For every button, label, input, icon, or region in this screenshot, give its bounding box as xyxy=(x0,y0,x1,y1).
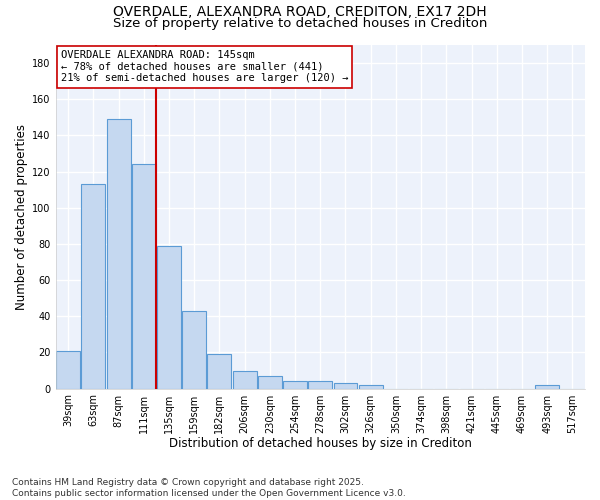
Y-axis label: Number of detached properties: Number of detached properties xyxy=(15,124,28,310)
Bar xyxy=(334,383,358,388)
Bar xyxy=(283,382,307,388)
Bar xyxy=(208,354,232,388)
Bar xyxy=(107,119,131,388)
Text: Size of property relative to detached houses in Crediton: Size of property relative to detached ho… xyxy=(113,18,487,30)
Text: OVERDALE ALEXANDRA ROAD: 145sqm
← 78% of detached houses are smaller (441)
21% o: OVERDALE ALEXANDRA ROAD: 145sqm ← 78% of… xyxy=(61,50,349,84)
Text: Contains HM Land Registry data © Crown copyright and database right 2025.
Contai: Contains HM Land Registry data © Crown c… xyxy=(12,478,406,498)
Bar xyxy=(132,164,156,388)
Bar xyxy=(157,246,181,388)
Bar xyxy=(56,350,80,389)
Bar xyxy=(182,311,206,388)
X-axis label: Distribution of detached houses by size in Crediton: Distribution of detached houses by size … xyxy=(169,437,472,450)
Bar xyxy=(308,382,332,388)
Bar xyxy=(535,385,559,388)
Bar xyxy=(258,376,282,388)
Bar xyxy=(82,184,106,388)
Bar xyxy=(359,385,383,388)
Text: OVERDALE, ALEXANDRA ROAD, CREDITON, EX17 2DH: OVERDALE, ALEXANDRA ROAD, CREDITON, EX17… xyxy=(113,5,487,19)
Bar xyxy=(233,370,257,388)
